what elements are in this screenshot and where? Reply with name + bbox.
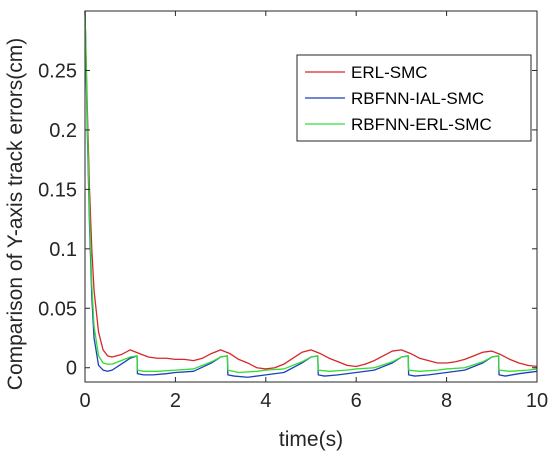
y-tick-label: 0.2: [49, 120, 77, 142]
legend-label-1: RBFNN-IAL-SMC: [351, 89, 484, 108]
series-line-1: [84, 10, 538, 378]
axes-box: [84, 10, 538, 383]
x-axis-label: time(s): [279, 428, 343, 451]
y-axis-label: Comparison of Y-axis track errors(cm): [4, 38, 27, 390]
series-line-2: [84, 10, 538, 374]
x-tick-label: 0: [79, 390, 90, 412]
x-tick-label: 4: [260, 390, 271, 412]
series-layer: [84, 10, 538, 378]
legend-label-0: ERL-SMC: [351, 63, 428, 82]
x-tick-label: 8: [441, 390, 452, 412]
y-tick-label: 0.15: [38, 179, 77, 201]
series-line-0: [84, 10, 538, 370]
y-tick-label: 0: [66, 358, 77, 380]
y-tick-label: 0.05: [38, 298, 77, 320]
legend-label-2: RBFNN-ERL-SMC: [351, 115, 492, 134]
x-tick-label: 2: [170, 390, 181, 412]
x-tick-label: 10: [526, 390, 548, 412]
legend: ERL-SMC RBFNN-IAL-SMC RBFNN-ERL-SMC: [296, 54, 532, 142]
y-tick-label: 0.25: [38, 60, 77, 82]
x-tick-label: 6: [351, 390, 362, 412]
y-tick-label: 0.1: [49, 239, 77, 261]
axes-layer: 0 2 4 6 8 10 0 0.05 0.1 0.15 0.2 0.25: [38, 10, 548, 412]
